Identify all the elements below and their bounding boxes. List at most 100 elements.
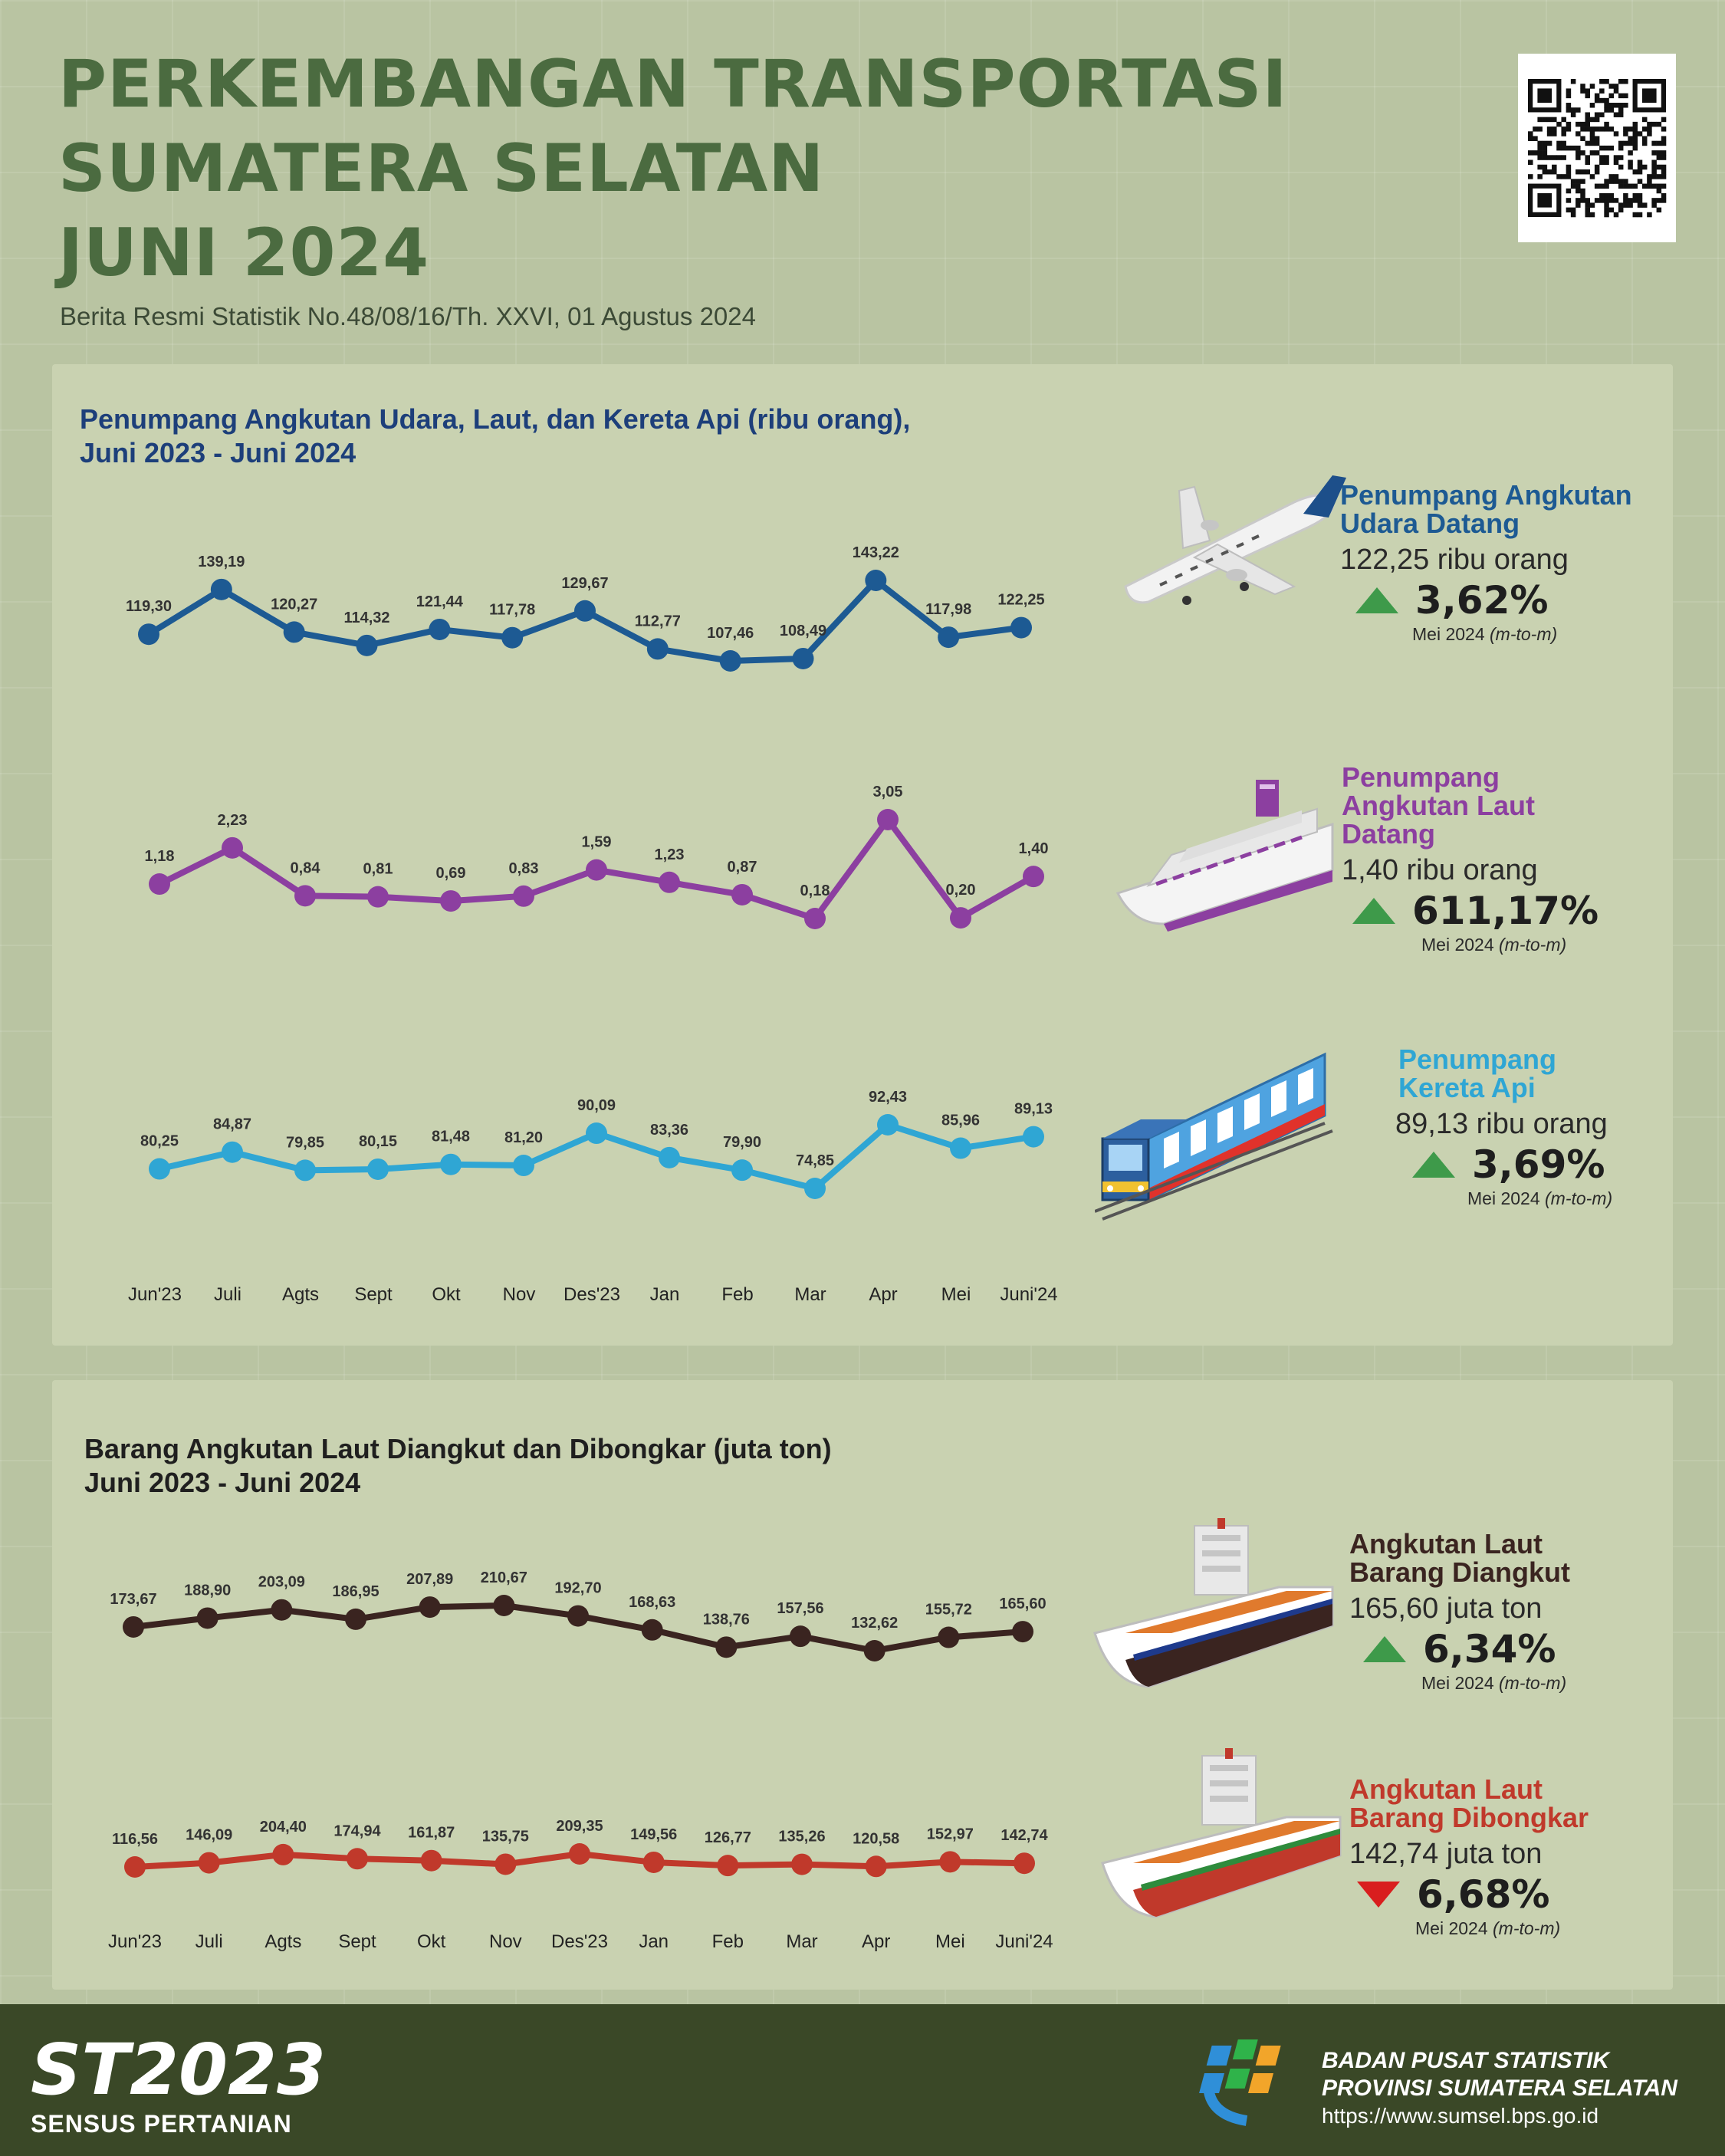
qr-code-icon[interactable]	[1518, 54, 1676, 242]
goods-unloaded-point	[272, 1843, 294, 1865]
rail-passenger-data-label: 83,36	[650, 1122, 688, 1139]
loaded-info-title-2: Barang Diangkut	[1349, 1556, 1571, 1588]
rail-passenger-point	[877, 1114, 899, 1136]
goods-unloaded-data-label: 120,58	[853, 1830, 899, 1847]
air-passenger-point	[501, 626, 524, 649]
air-passenger-data-label: 119,30	[126, 598, 172, 615]
goods-unloaded-point	[495, 1853, 517, 1875]
rail-passenger-point	[294, 1159, 316, 1182]
goods-loaded-point	[123, 1615, 144, 1638]
sea-passenger-data-label: 0,18	[800, 882, 830, 899]
unloaded-info-value: 142,74 juta ton	[1349, 1838, 1543, 1870]
rail-passenger-data-label: 84,87	[213, 1116, 251, 1133]
air-passenger-point	[646, 638, 669, 660]
sea-passenger-point	[804, 908, 826, 929]
sea-passenger-point	[294, 885, 316, 907]
sea-passenger-point	[877, 809, 899, 830]
passenger-chart-x-tick-label: Sept	[354, 1284, 393, 1305]
air-passenger-data-label: 129,67	[561, 575, 608, 592]
air-passenger-point	[792, 647, 814, 669]
goods-chart-x-tick-label: Mei	[935, 1931, 965, 1952]
rail-passenger-data-label: 90,09	[577, 1097, 616, 1114]
release-subtitle: Berita Resmi Statistik No.48/08/16/Th. X…	[60, 302, 756, 330]
rail-passenger-data-label: 92,43	[869, 1089, 907, 1106]
bps-org-text: BADAN PUSAT STATISTIK PROVINSI SUMATERA …	[1322, 2047, 1677, 2130]
sea-passenger-data-label: 0,84	[291, 859, 321, 876]
goods-loaded-data-label: 155,72	[925, 1602, 972, 1619]
goods-loaded-point	[938, 1626, 960, 1648]
sea-passenger-data-label: 0,87	[728, 859, 757, 876]
air-passenger-point	[865, 570, 887, 591]
passenger-chart-x-tick-label: Nov	[503, 1284, 536, 1305]
air-passenger-data-label: 122,25	[997, 592, 1044, 609]
goods-loaded-point	[271, 1599, 293, 1621]
goods-chart-x-tick-label: Mar	[786, 1931, 817, 1952]
rail-passenger-data-label: 85,96	[941, 1113, 980, 1129]
rail-passenger-point	[222, 1141, 243, 1163]
air-passenger-data-label: 114,32	[343, 610, 389, 626]
sea-passenger-data-label: 0,69	[436, 865, 466, 882]
rail-passenger-point	[950, 1137, 971, 1159]
air-info-note: Mei 2024 (m-to-m)	[1412, 624, 1558, 644]
rail-passenger-info: Penumpang Kereta Api 89,13 ribu orang 3,…	[1395, 1045, 1612, 1209]
sea-passenger-data-label: 0,83	[509, 860, 539, 877]
sea-passenger-point	[149, 873, 170, 896]
sea-passenger-data-label: 1,40	[1019, 840, 1049, 857]
up-arrow-icon	[1352, 898, 1395, 924]
goods-loaded-data-label: 168,63	[629, 1594, 675, 1611]
goods-loaded-data-label: 186,95	[332, 1583, 379, 1600]
sea-passenger-point	[950, 907, 971, 929]
goods-loaded-data-label: 132,62	[851, 1615, 898, 1632]
air-passenger-point	[138, 623, 159, 646]
goods-line-chart: 173,67 188,90 203,09 186,95 207,89 210,67 192,…	[108, 1569, 1053, 1952]
air-passenger-data-label: 143,22	[853, 544, 899, 561]
goods-unloaded-data-label: 209,35	[556, 1818, 603, 1835]
passenger-chart-x-tick-label: Juni'24	[1000, 1284, 1057, 1305]
website-link[interactable]: https://www.sumsel.bps.go.id	[1322, 2104, 1599, 2128]
goods-loaded-point	[790, 1625, 811, 1648]
goods-unloaded-data-label: 152,97	[927, 1826, 974, 1842]
goods-chart-x-tick-label: Okt	[417, 1931, 446, 1952]
goods-chart-x-tick-label: Jun'23	[108, 1931, 162, 1952]
up-arrow-icon	[1363, 1636, 1406, 1662]
goods-unloaded-data-label: 116,56	[112, 1831, 158, 1848]
rail-passenger-point	[149, 1158, 170, 1180]
sea-passenger-point	[367, 886, 389, 908]
unloaded-info-note: Mei 2024 (m-to-m)	[1415, 1918, 1561, 1938]
goods-chart-x-tick-label: Agts	[264, 1931, 301, 1952]
air-passenger-point	[283, 621, 305, 643]
sea-passenger-point	[513, 885, 534, 907]
goods-unloaded-data-label: 126,77	[705, 1829, 751, 1846]
passenger-chart-x-tick-label: Okt	[432, 1284, 461, 1305]
rail-info-change: 3,69%	[1472, 1142, 1605, 1187]
air-passenger-point	[210, 578, 232, 600]
rail-info-value: 89,13 ribu orang	[1395, 1108, 1608, 1140]
sea-passenger-data-label: 0,20	[946, 882, 976, 899]
goods-chart-x-tick-label: Juli	[196, 1931, 223, 1952]
air-passenger-point	[356, 634, 378, 656]
goods-unloaded-data-label: 146,09	[186, 1827, 232, 1844]
rail-passenger-data-label: 79,90	[723, 1134, 761, 1151]
sea-info-change: 611,17%	[1412, 889, 1599, 933]
sea-passenger-data-label: 2,23	[218, 812, 248, 829]
rail-passenger-data-label: 79,85	[286, 1134, 324, 1151]
sea-passenger-data-label: 1,18	[145, 848, 175, 865]
cargo-ship-icon	[1093, 1518, 1334, 1688]
passenger-panel: Penumpang Angkutan Udara, Laut, dan Kere…	[52, 364, 1673, 1346]
st2023-logo: ST2023 SENSUS PERTANIAN	[31, 2035, 326, 2138]
unloaded-info-title-2: Barang Dibongkar	[1349, 1802, 1589, 1833]
rail-passenger-point	[659, 1146, 680, 1168]
rail-passenger-point	[513, 1155, 534, 1177]
goods-chart-x-tick-label: Apr	[862, 1931, 890, 1952]
air-passenger-data-label: 117,98	[925, 601, 971, 618]
passenger-chart-x-tick-label: Mar	[794, 1284, 826, 1305]
goods-loaded-data-label: 138,76	[703, 1611, 750, 1628]
up-arrow-icon	[1412, 1152, 1455, 1178]
air-passenger-data-label: 120,27	[271, 596, 317, 613]
air-passenger-point	[429, 618, 451, 640]
goods-unloaded-point	[198, 1852, 220, 1874]
passenger-chart-x-tick-label: Des'23	[564, 1284, 620, 1305]
goods-chart-x-tick-label: Sept	[338, 1931, 376, 1952]
loaded-info-title-1: Angkutan Laut	[1349, 1528, 1543, 1559]
air-passenger-point	[938, 626, 960, 649]
